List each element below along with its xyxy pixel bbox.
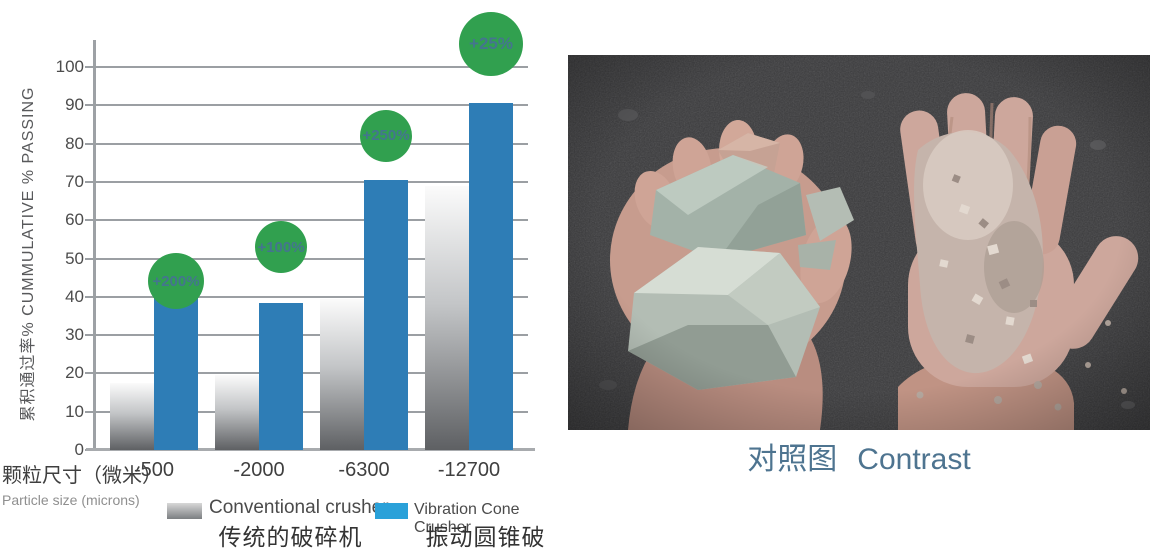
x-tick-label: -500 bbox=[133, 459, 175, 481]
gain-badge: +25% bbox=[459, 12, 523, 77]
legend-label-vibration-en: Vibration Cone Crusher bbox=[414, 501, 520, 536]
legend-label-vibration-cn: 振动圆锥破 bbox=[425, 524, 546, 550]
y-axis-tick bbox=[85, 142, 95, 145]
y-tick-label: 70 bbox=[65, 171, 84, 191]
grid-line bbox=[95, 66, 528, 68]
grid-line bbox=[95, 142, 528, 145]
y-tick-label: 10 bbox=[65, 401, 84, 421]
bar-conventional bbox=[320, 298, 364, 450]
x-tick-label: -2000 bbox=[233, 459, 285, 481]
y-tick-label: 20 bbox=[65, 363, 84, 383]
grid-line bbox=[95, 295, 528, 298]
y-tick-label: 60 bbox=[65, 210, 84, 230]
y-axis-tick bbox=[85, 295, 95, 298]
y-tick-label: 100 bbox=[55, 57, 84, 76]
photo-caption-en: Contrast bbox=[857, 443, 971, 476]
y-axis-tick bbox=[85, 104, 95, 107]
x-axis-line bbox=[86, 448, 535, 451]
legend-label-conventional-en: Conventional crusher bbox=[209, 497, 389, 518]
bar-vibration bbox=[154, 285, 198, 450]
grid-line bbox=[95, 219, 528, 222]
bar-chart: 0 10 20 30 40 50 60 70 80 90 100 -500 -2000 -6300 -127… bbox=[0, 0, 565, 557]
legend-swatch-vibration bbox=[375, 503, 408, 519]
chart-plot: 0 10 20 30 40 50 60 70 80 90 100 -500 -2000 -6300 -127… bbox=[0, 0, 565, 557]
gain-badge: +100% bbox=[255, 221, 307, 273]
bar-conventional bbox=[215, 375, 259, 450]
x-tick-label: -12700 bbox=[437, 459, 501, 481]
grid-line bbox=[95, 334, 528, 337]
gain-badge: +250% bbox=[360, 109, 412, 162]
y-tick-label: 80 bbox=[65, 133, 84, 153]
bar-conventional bbox=[425, 185, 469, 450]
y-tick-label: 30 bbox=[65, 325, 84, 345]
y-axis-tick bbox=[85, 66, 95, 68]
y-axis-title: 累积通过率% CUMMULATIVE % PASSING bbox=[20, 86, 37, 422]
bar-conventional bbox=[110, 382, 154, 450]
y-axis-tick bbox=[85, 372, 95, 375]
photo-caption: 对照图 Contrast bbox=[568, 434, 1150, 478]
bar-vibration bbox=[469, 103, 513, 450]
y-tick-label: 90 bbox=[65, 95, 84, 115]
grid-line bbox=[95, 410, 528, 413]
legend-swatch-conventional bbox=[167, 503, 202, 519]
y-axis-line bbox=[93, 40, 96, 450]
legend-label-conventional-cn: 传统的破碎机 bbox=[218, 524, 363, 550]
y-axis-tick bbox=[85, 219, 95, 222]
grid-line bbox=[95, 372, 528, 375]
grid-line bbox=[95, 257, 528, 260]
x-axis-title-cn: 颗粒尺寸（微米） bbox=[2, 465, 162, 487]
y-tick-label: 0 bbox=[74, 440, 84, 459]
x-tick-label: -6300 bbox=[338, 459, 390, 481]
gain-badge: +200% bbox=[148, 253, 204, 310]
y-axis-tick bbox=[85, 334, 95, 337]
photo-caption-cn: 对照图 bbox=[747, 443, 838, 476]
y-tick-label: 40 bbox=[65, 286, 84, 306]
bar-vibration bbox=[259, 302, 303, 450]
y-axis-tick bbox=[85, 257, 95, 260]
y-axis-tick bbox=[85, 180, 95, 183]
bar-vibration bbox=[364, 179, 408, 450]
contrast-photo bbox=[568, 55, 1150, 430]
photo-vignette bbox=[568, 55, 1150, 430]
y-tick-label: 50 bbox=[65, 248, 84, 268]
grid-line bbox=[95, 180, 528, 183]
y-axis-tick bbox=[85, 410, 95, 413]
grid-line bbox=[95, 104, 528, 107]
x-axis-title-en: Particle size (microns) bbox=[2, 492, 140, 508]
